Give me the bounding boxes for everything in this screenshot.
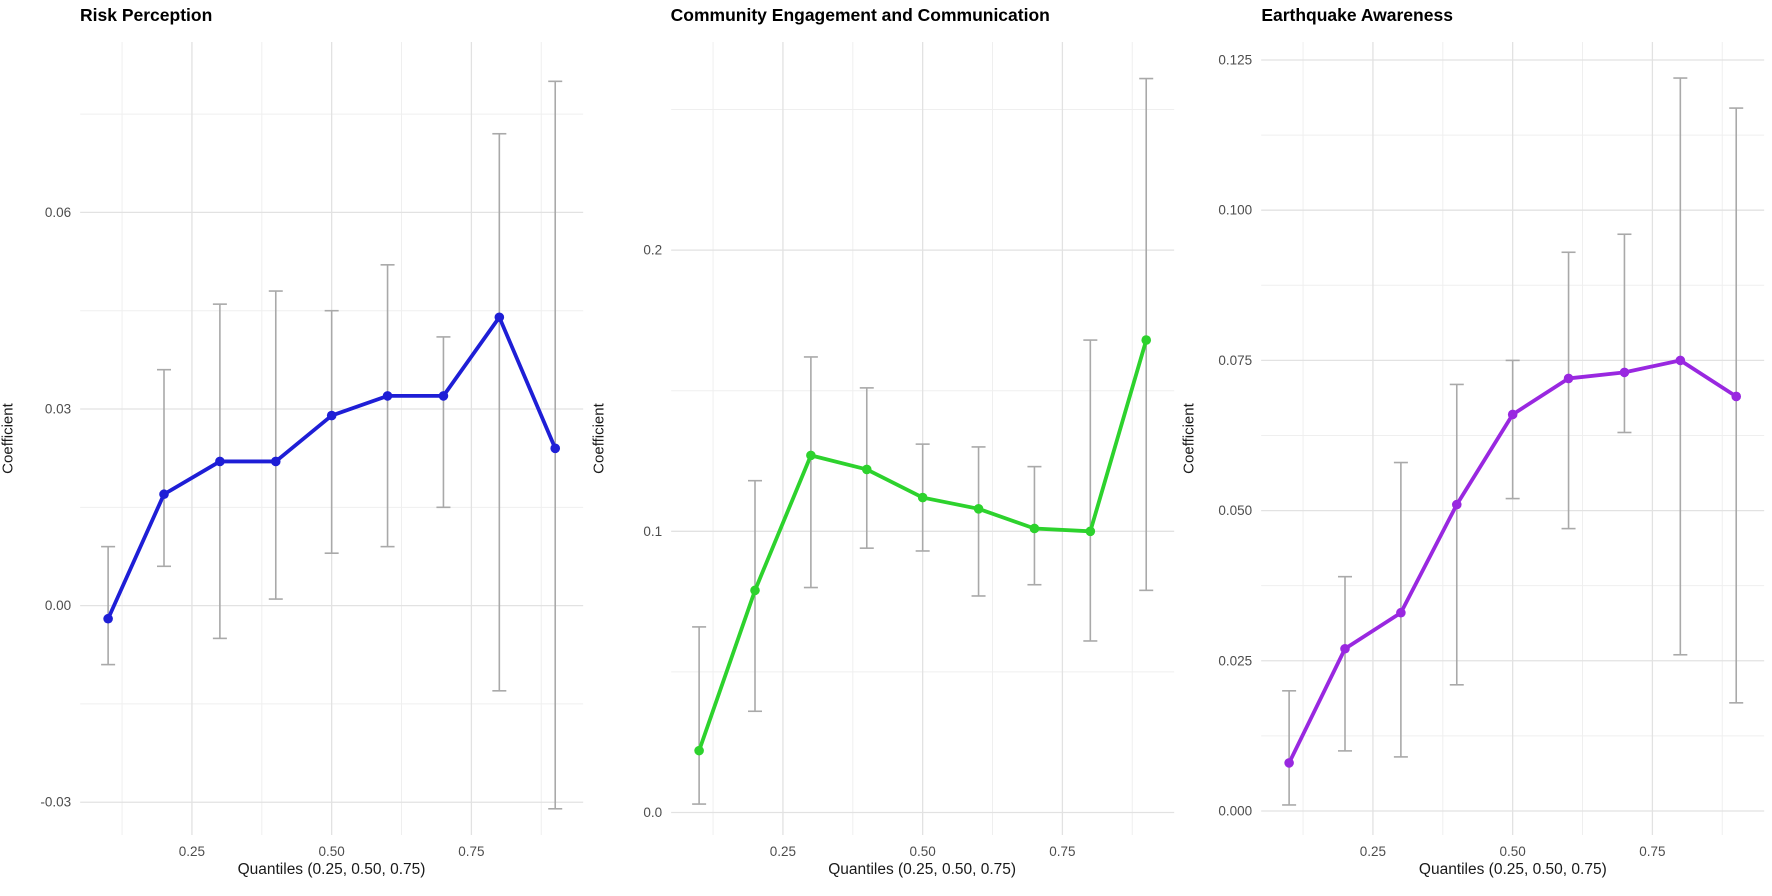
error-bar — [492, 132, 507, 692]
error-bar — [971, 446, 986, 597]
data-point — [973, 504, 984, 514]
error-bar — [1450, 383, 1465, 686]
data-point — [805, 450, 816, 461]
data-point — [861, 464, 872, 475]
y-tick-label: 0.100 — [1219, 203, 1253, 218]
data-point — [215, 456, 225, 467]
data-point — [1141, 335, 1151, 345]
error-bar — [1138, 77, 1153, 592]
data-point — [1508, 409, 1518, 420]
y-tick-label: 0.075 — [1219, 353, 1253, 368]
x-tick-label: 0.25 — [1360, 844, 1386, 859]
error-bar — [1729, 107, 1744, 704]
data-point — [1675, 355, 1686, 366]
chart-title-community-engagement: Community Engagement and Communication — [670, 5, 1050, 25]
data-point — [1085, 526, 1095, 537]
y-tick-label: 0.0 — [643, 805, 662, 820]
error-bar — [101, 545, 116, 666]
error-bar — [1617, 233, 1632, 434]
x-tick-label: 0.25 — [179, 844, 205, 859]
x-tick-label: 0.50 — [909, 844, 935, 859]
x-tick-label: 0.75 — [1640, 844, 1666, 859]
error-bar — [156, 368, 171, 568]
data-point — [103, 613, 113, 624]
data-point — [1029, 523, 1039, 534]
y-tick-label: 0.03 — [45, 402, 71, 417]
y-tick-label: 0.06 — [45, 205, 71, 220]
y-tick-label: 0.00 — [45, 598, 71, 613]
error-bar — [324, 309, 339, 554]
y-tick-label: 0.025 — [1219, 653, 1253, 668]
data-point — [693, 745, 704, 756]
data-point — [1452, 499, 1462, 510]
panel-community-engagement: Community Engagement and Communication C… — [590, 0, 1182, 896]
y-tick-label: 0.050 — [1219, 503, 1253, 518]
data-point — [1284, 758, 1295, 768]
error-bar — [380, 264, 395, 548]
x-tick-label: 0.75 — [1049, 844, 1075, 859]
community-engagement-chart: 0.2 0.1 0.0 0.25 0.50 0.75 — [643, 42, 1174, 859]
risk-perception-chart: 0.06 0.03 0.00 -0.03 0.25 0.50 0.75 — [40, 42, 584, 859]
data-point — [1396, 607, 1406, 618]
data-point — [917, 492, 928, 503]
panel-earthquake-awareness: Earthquake Awareness Coefficient 0.125 0.… — [1181, 0, 1772, 896]
error-bar — [1673, 77, 1688, 656]
chart-title-earthquake-awareness: Earthquake Awareness — [1261, 5, 1453, 25]
error-bar — [1282, 690, 1297, 806]
data-point — [1564, 373, 1574, 384]
data-point — [326, 410, 337, 421]
error-bar — [1561, 251, 1576, 530]
error-bar — [1505, 359, 1520, 500]
error-bar — [1082, 339, 1097, 642]
panel-risk-perception: Risk Perception Coefficient 0.06 0.03 0.00… — [0, 0, 591, 896]
x-axis-title: Quantiles (0.25, 0.50, 0.75) — [237, 861, 426, 878]
data-point — [1340, 643, 1351, 654]
earthquake-awareness-chart: 0.125 0.100 0.075 0.050 0.025 0.000 0.25 0.50 0.… — [1219, 42, 1765, 859]
x-tick-label: 0.50 — [319, 844, 345, 859]
data-point — [749, 585, 760, 596]
x-axis-title: Quantiles (0.25, 0.50, 0.75) — [828, 861, 1017, 878]
data-point — [159, 489, 169, 500]
x-tick-label: 0.50 — [1500, 844, 1526, 859]
error-bar — [212, 303, 227, 640]
data-point — [1731, 391, 1742, 402]
error-bar — [268, 290, 283, 600]
data-point — [1619, 367, 1630, 378]
data-point — [494, 312, 505, 323]
data-point — [382, 391, 393, 401]
error-bar — [803, 356, 818, 589]
y-tick-label: 0.000 — [1219, 803, 1253, 818]
x-tick-label: 0.25 — [769, 844, 795, 859]
data-point — [270, 456, 281, 467]
y-tick-label: 0.125 — [1219, 53, 1253, 68]
y-tick-label: 0.1 — [643, 524, 662, 539]
data-point — [550, 443, 561, 454]
error-bar — [436, 336, 451, 509]
x-axis-title: Quantiles (0.25, 0.50, 0.75) — [1418, 861, 1607, 878]
chart-title-risk-perception: Risk Perception — [80, 5, 213, 25]
x-tick-label: 0.75 — [458, 844, 484, 859]
error-bar — [1338, 575, 1353, 752]
y-tick-label: 0.2 — [643, 243, 662, 258]
data-point — [438, 391, 449, 401]
error-bar — [691, 626, 706, 805]
y-tick-label: -0.03 — [40, 795, 71, 810]
